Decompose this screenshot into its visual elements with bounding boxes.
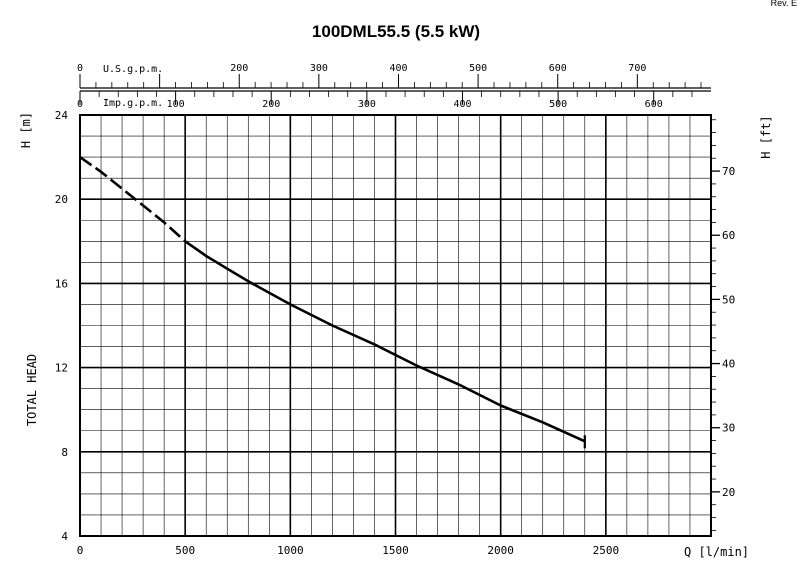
- usgpm-axis-label: U.S.g.p.m.: [103, 64, 163, 75]
- impgpm-tick-label: 0: [77, 99, 83, 110]
- y-axis-label: TOTAL HEAD: [25, 354, 39, 426]
- y-axis-unit-right: H [ft]: [759, 115, 773, 158]
- usgpm-tick-label: 300: [310, 63, 328, 74]
- impgpm-tick-label: 300: [358, 99, 376, 110]
- x-tick-label: 0: [77, 544, 84, 557]
- chart-title: 100DML55.5 (5.5 kW): [312, 22, 480, 41]
- grid: [79, 114, 712, 537]
- ft-tick-label: 20: [722, 486, 735, 499]
- x-tick-label: 2500: [593, 544, 620, 557]
- y-tick-label: 8: [61, 446, 68, 459]
- usgpm-tick-label: 700: [628, 63, 646, 74]
- y-tick-label: 20: [55, 193, 68, 206]
- plot-frame: [79, 114, 712, 537]
- y-tick-label: 4: [61, 530, 68, 543]
- ft-tick-label: 50: [722, 293, 735, 306]
- y-tick-label: 12: [55, 362, 68, 375]
- impgpm-tick-label: 500: [549, 99, 567, 110]
- x-tick-label: 1000: [277, 544, 304, 557]
- y-tick-label: 24: [55, 109, 69, 122]
- impgpm-axis-label: Imp.g.p.m.: [103, 98, 163, 109]
- usgpm-tick-label: 400: [389, 63, 407, 74]
- y-axis-unit-left: H [m]: [19, 112, 33, 148]
- ft-tick-label: 60: [722, 229, 735, 242]
- impgpm-tick-label: 600: [645, 99, 663, 110]
- curve-solid-segment: [184, 240, 586, 443]
- x-tick-label: 500: [175, 544, 195, 557]
- usgpm-tick-label: 600: [549, 63, 567, 74]
- usgpm-tick-label: 200: [230, 63, 248, 74]
- usgpm-tick-label: 0: [77, 63, 83, 74]
- revision-label: Rev. E: [771, 0, 797, 8]
- ft-tick-label: 30: [722, 422, 735, 435]
- ft-tick-label: 40: [722, 358, 735, 371]
- y-tick-label: 16: [55, 277, 68, 290]
- axes: 0 500 1000 1500 2000 2500 4 8 12 16 20 24 20 30 40 50 60…: [55, 109, 736, 557]
- impgpm-tick-label: 400: [453, 99, 471, 110]
- ft-tick-label: 70: [722, 165, 735, 178]
- impgpm-tick-label: 100: [167, 99, 185, 110]
- impgpm-tick-label: 200: [262, 99, 280, 110]
- pump-curve: [79, 156, 586, 449]
- x-tick-label: 1500: [382, 544, 409, 557]
- top-flow-axes: 0 200 300 400 500 600 700 0 100 200 300 400 500 600: [77, 63, 711, 110]
- x-axis-label: Q [l/min]: [684, 545, 749, 559]
- x-tick-label: 2000: [487, 544, 514, 557]
- curve-dashed-segment: [79, 156, 187, 243]
- usgpm-tick-label: 500: [469, 63, 487, 74]
